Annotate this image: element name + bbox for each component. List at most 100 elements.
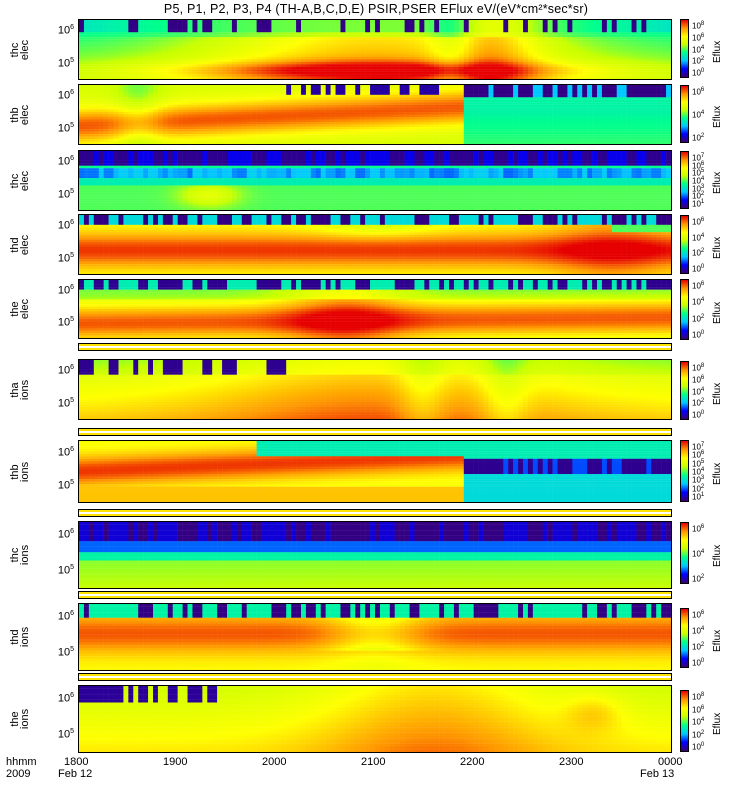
heatmap-cell xyxy=(350,22,356,26)
heatmap-cell xyxy=(404,71,410,75)
heatmap-cell xyxy=(79,56,85,60)
heatmap-cell xyxy=(83,69,90,72)
heatmap-cell xyxy=(503,47,509,50)
heatmap-cell xyxy=(636,59,642,62)
heatmap-cell xyxy=(523,34,529,38)
heatmap-cell xyxy=(394,54,400,57)
heatmap-cell xyxy=(498,89,504,93)
heatmap-cell xyxy=(113,69,119,72)
heatmap-cell xyxy=(251,104,257,108)
heatmap-cell xyxy=(532,104,539,108)
heatmap-cell xyxy=(503,42,509,45)
heatmap-cell xyxy=(439,94,445,98)
heatmap-cell xyxy=(473,44,479,48)
heatmap-cell xyxy=(458,124,465,127)
heatmap-cell xyxy=(537,97,543,100)
heatmap-cell xyxy=(301,104,307,108)
heatmap-cell xyxy=(301,22,307,26)
heatmap-cell xyxy=(439,32,445,35)
heatmap-cell xyxy=(172,74,178,77)
heatmap-cell xyxy=(587,119,593,122)
heatmap-cell xyxy=(236,34,243,38)
heatmap-cell xyxy=(276,64,282,67)
heatmap-cell xyxy=(375,51,381,55)
heatmap-cell xyxy=(513,107,519,110)
heatmap-cell xyxy=(305,59,312,62)
heatmap-cell xyxy=(513,54,519,57)
heatmap-cell xyxy=(187,20,193,23)
heatmap-cell xyxy=(98,37,104,40)
heatmap-cell xyxy=(212,61,218,65)
heatmap-cell xyxy=(98,34,104,38)
heatmap-cell xyxy=(567,61,573,65)
heatmap-cell xyxy=(291,54,297,57)
heatmap-cell xyxy=(241,49,247,53)
heatmap-cell xyxy=(187,29,193,33)
heatmap-cell xyxy=(256,47,262,50)
heatmap-cell xyxy=(572,89,578,93)
heatmap-cell xyxy=(601,92,608,95)
heatmap-cell xyxy=(177,59,183,62)
heatmap-cell xyxy=(266,116,272,120)
heatmap-cell xyxy=(340,59,346,62)
heatmap-cell xyxy=(143,64,149,67)
heatmap-cell xyxy=(177,124,183,127)
heatmap-cell xyxy=(370,34,376,38)
heatmap-cell xyxy=(389,59,395,62)
heatmap-cell xyxy=(227,99,233,103)
heatmap-cell xyxy=(651,44,657,48)
heatmap-cell xyxy=(192,59,198,62)
heatmap-cell xyxy=(542,24,548,28)
heatmap-cell xyxy=(606,109,613,113)
heatmap-cell xyxy=(453,59,460,62)
heatmap-cell xyxy=(217,49,223,53)
heatmap-cell xyxy=(444,44,450,48)
heatmap-cell xyxy=(177,32,183,35)
heatmap-cell xyxy=(567,102,573,105)
heatmap-cell xyxy=(463,112,469,115)
heatmap-cell xyxy=(439,109,445,113)
heatmap-cell xyxy=(641,27,647,30)
heatmap-cell xyxy=(108,34,114,38)
heatmap-cell xyxy=(449,102,455,105)
heatmap-cell xyxy=(123,27,129,30)
heatmap-cell xyxy=(256,37,262,40)
heatmap-cell xyxy=(143,94,149,98)
heatmap-cell xyxy=(197,47,203,50)
heatmap-cell xyxy=(567,116,573,120)
heatmap-cell xyxy=(611,109,617,113)
heatmap-cell xyxy=(192,32,198,35)
heatmap-cell xyxy=(606,104,613,108)
heatmap-cell xyxy=(236,42,243,45)
heatmap-cell xyxy=(310,47,317,50)
heatmap-cell xyxy=(276,39,282,43)
heatmap-cell xyxy=(128,126,134,130)
heatmap-cell xyxy=(370,61,376,65)
heatmap-cell xyxy=(587,99,593,103)
heatmap-cell xyxy=(320,49,326,53)
heatmap-cell xyxy=(414,124,420,127)
heatmap-cell xyxy=(182,71,188,75)
heatmap-cell xyxy=(449,54,455,57)
heatmap-cell xyxy=(616,107,622,110)
heatmap-cell xyxy=(88,104,95,108)
heatmap-cell xyxy=(473,87,479,91)
heatmap-cell xyxy=(227,94,233,98)
heatmap-cell xyxy=(236,119,243,122)
heatmap-cell xyxy=(123,76,129,79)
heatmap-cell xyxy=(527,85,534,88)
heatmap-cell xyxy=(330,107,336,110)
heatmap-cell xyxy=(157,85,164,88)
heatmap-cell xyxy=(271,89,277,93)
heatmap-cell xyxy=(414,22,420,26)
heatmap-cell xyxy=(350,104,356,108)
heatmap-cell xyxy=(133,107,139,110)
heatmap-cell xyxy=(389,44,395,48)
heatmap-cell xyxy=(177,74,183,77)
heatmap-cell xyxy=(483,112,489,115)
heatmap-cell xyxy=(310,34,317,38)
heatmap-cell xyxy=(98,29,104,33)
heatmap-cell xyxy=(162,54,169,57)
heatmap-cell xyxy=(365,51,371,55)
heatmap-cell xyxy=(606,92,613,95)
